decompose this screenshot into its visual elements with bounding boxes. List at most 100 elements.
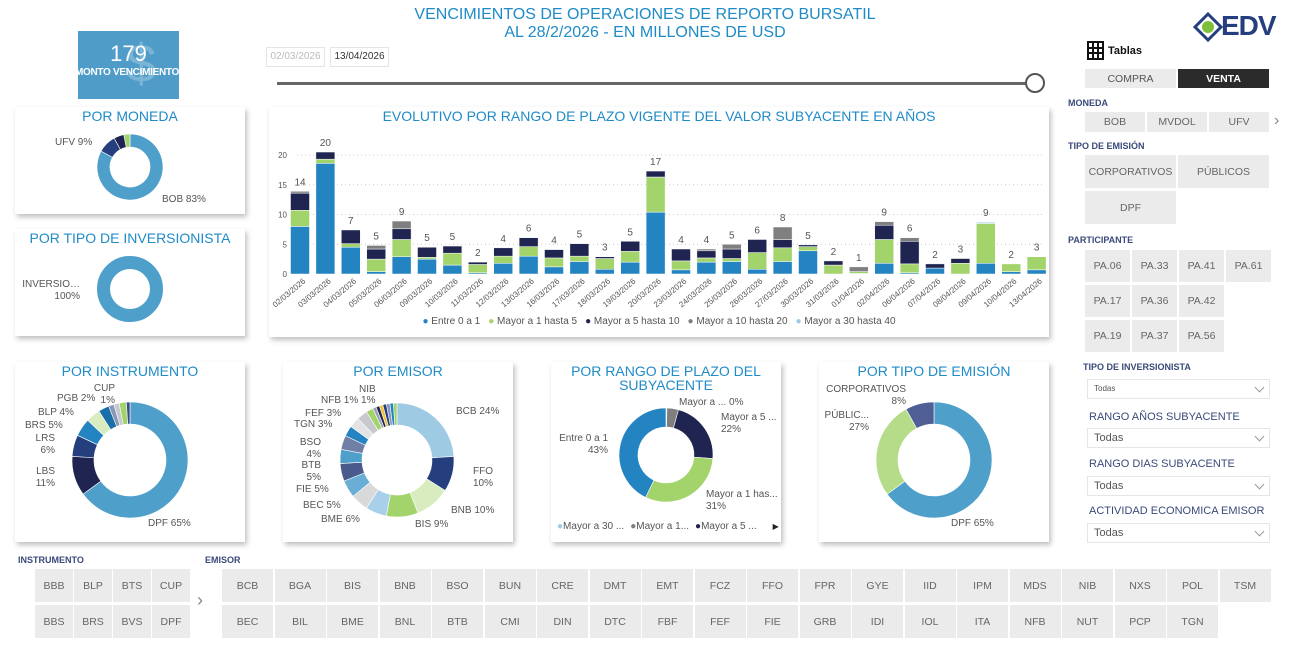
bar-segment[interactable] [417,258,437,275]
filter-option-pa61[interactable]: PA.61 [1226,250,1271,282]
bar-segment[interactable] [798,244,818,247]
bar-segment[interactable] [493,255,513,264]
bar-segment[interactable] [671,248,691,262]
bar-segment[interactable] [874,224,894,240]
bar-segment[interactable] [569,261,590,275]
bar-segment[interactable] [442,252,463,266]
bar-segment[interactable] [468,261,488,265]
bar-segment[interactable] [544,266,564,275]
bar-segment[interactable] [391,220,412,230]
filter-option-tgn[interactable]: TGN [1167,605,1218,638]
bar-segment[interactable] [823,260,844,266]
filter-moneda-ufv[interactable]: UFV [1209,112,1269,132]
filter-option-pa06[interactable]: PA.06 [1085,250,1130,282]
bar-segment[interactable] [341,243,361,248]
bar-segment[interactable] [696,250,717,259]
bar-segment[interactable] [620,241,640,252]
bar-segment[interactable] [315,163,336,275]
bar-segment[interactable] [544,257,564,268]
filter-option-nut[interactable]: NUT [1062,605,1113,638]
filter-option-bun[interactable]: BUN [484,569,536,602]
bar-segment[interactable] [595,268,615,275]
toggle-venta[interactable]: VENTA [1178,69,1269,88]
donut-slice[interactable] [645,456,714,503]
bar-segment[interactable] [696,248,717,252]
donut-slice[interactable] [126,401,131,425]
bar-segment[interactable] [696,257,717,263]
filter-option-btb[interactable]: BTB [432,605,483,638]
filter-option-dmt[interactable]: DMT [589,569,641,602]
bar-segment[interactable] [722,248,742,259]
filter-option-iid[interactable]: IID [904,569,956,602]
bar-segment[interactable] [849,271,869,274]
filter-tipo-dpf[interactable]: DPF [1085,191,1176,224]
filter-option-bis[interactable]: BIS [327,569,378,602]
filter-option-bts[interactable]: BTS [113,569,151,602]
bar-segment[interactable] [290,191,310,194]
bar-segment[interactable] [391,239,412,257]
filter-option-pa37[interactable]: PA.37 [1132,320,1177,352]
filter-option-bso[interactable]: BSO [432,569,483,602]
bar-segment[interactable] [493,247,513,257]
filter-option-dpf[interactable]: DPF [152,605,190,638]
donut-slice[interactable] [875,408,918,495]
bar-segment[interactable] [722,244,742,250]
bar-segment[interactable] [722,258,742,262]
filter-option-dtc[interactable]: DTC [589,605,641,638]
bar-segment[interactable] [772,226,793,240]
filter-option-nfb[interactable]: NFB [1009,605,1061,638]
bar-segment[interactable] [645,170,666,178]
bar-segment[interactable] [366,245,386,250]
bar-segment[interactable] [671,260,691,271]
filter-option-nib[interactable]: NIB [1062,569,1113,602]
bar-segment[interactable] [645,211,666,275]
bar-segment[interactable] [747,239,767,253]
bar-segment[interactable] [645,176,666,213]
filter-option-nxs[interactable]: NXS [1114,569,1166,602]
bar-segment[interactable] [976,263,996,275]
filter-tipo-corporativos[interactable]: CORPORATIVOS [1085,155,1176,188]
donut-slice[interactable] [673,409,714,459]
donut-slice[interactable] [886,401,993,519]
bar-segment[interactable] [315,151,336,160]
bar-segment[interactable] [671,269,691,275]
filter-option-emt[interactable]: EMT [642,569,693,602]
donut-slice[interactable] [97,256,163,322]
bar-segment[interactable] [1026,256,1047,271]
bar-segment[interactable] [925,263,945,269]
filter-option-ipm[interactable]: IPM [957,569,1008,602]
filter-option-gye[interactable]: GYE [852,569,903,602]
filter-option-fbf[interactable]: FBF [642,605,693,638]
bar-segment[interactable] [925,267,945,275]
filter-option-cup[interactable]: CUP [152,569,190,602]
legend-item[interactable]: ● Mayor a 10 hasta 20 [688,316,788,327]
donut-slice[interactable] [82,401,189,519]
legend-item[interactable]: ● Mayor a 1 hasta 5 [488,316,577,327]
bar-segment[interactable] [620,261,640,275]
date-end-input[interactable]: 13/04/2026 [330,47,389,67]
bar-segment[interactable] [772,261,793,275]
donut-slice[interactable] [123,133,131,148]
filter-option-bme[interactable]: BME [327,605,378,638]
bar-segment[interactable] [518,246,539,257]
filter-option-fpr[interactable]: FPR [799,569,851,602]
date-slider-handle[interactable] [1025,73,1045,93]
filter-option-bvs[interactable]: BVS [113,605,151,638]
filter-option-pa19[interactable]: PA.19 [1085,320,1130,352]
filter-option-pa36[interactable]: PA.36 [1132,285,1177,317]
chevron-right-icon[interactable]: › [1274,112,1280,129]
filter-option-pa56[interactable]: PA.56 [1179,320,1224,352]
donut-slice[interactable] [396,402,455,459]
filter-option-pa17[interactable]: PA.17 [1085,285,1130,317]
filter-option-pa42[interactable]: PA.42 [1179,285,1224,317]
legend-item[interactable]: ● Mayor a 30 hasta 40 [796,316,896,327]
bar-segment[interactable] [468,264,488,274]
filter-moneda-bob[interactable]: BOB [1085,112,1145,132]
bar-segment[interactable] [290,192,310,211]
bar-segment[interactable] [442,245,463,254]
bar-segment[interactable] [341,229,361,244]
bar-segment[interactable] [595,256,615,259]
filter-option-idi[interactable]: IDI [852,605,903,638]
legend-next-arrow-icon[interactable]: ▶ [772,522,779,531]
bar-segment[interactable] [874,221,894,226]
